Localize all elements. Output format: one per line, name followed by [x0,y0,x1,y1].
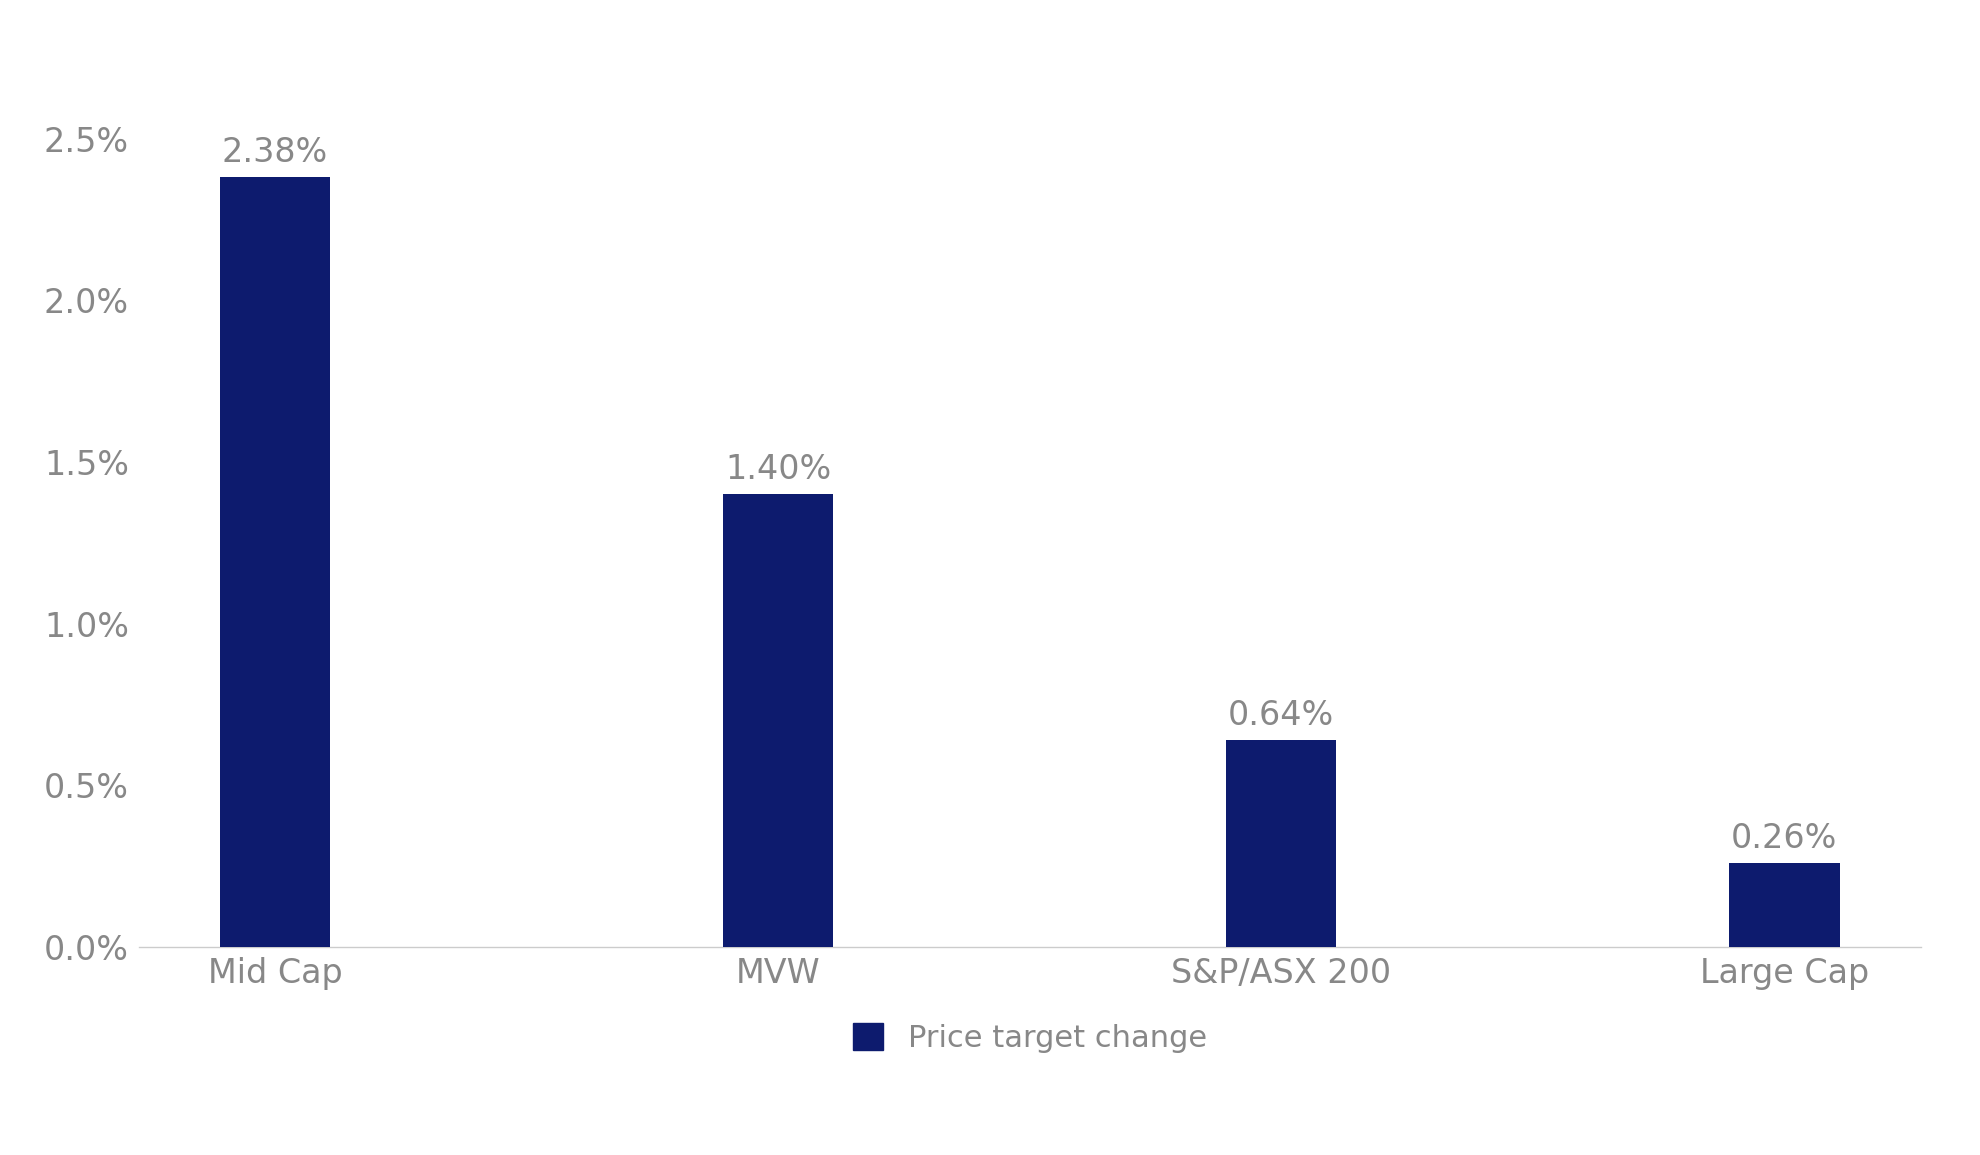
Text: 0.26%: 0.26% [1731,822,1837,855]
Bar [723,494,834,947]
Text: 2.38%: 2.38% [222,136,329,170]
Bar [1226,740,1336,947]
Text: 0.64%: 0.64% [1228,699,1335,732]
Bar [220,178,331,947]
Legend: Price target change: Price target change [840,1011,1220,1065]
Text: 1.40%: 1.40% [725,453,832,486]
Bar [1729,863,1839,947]
